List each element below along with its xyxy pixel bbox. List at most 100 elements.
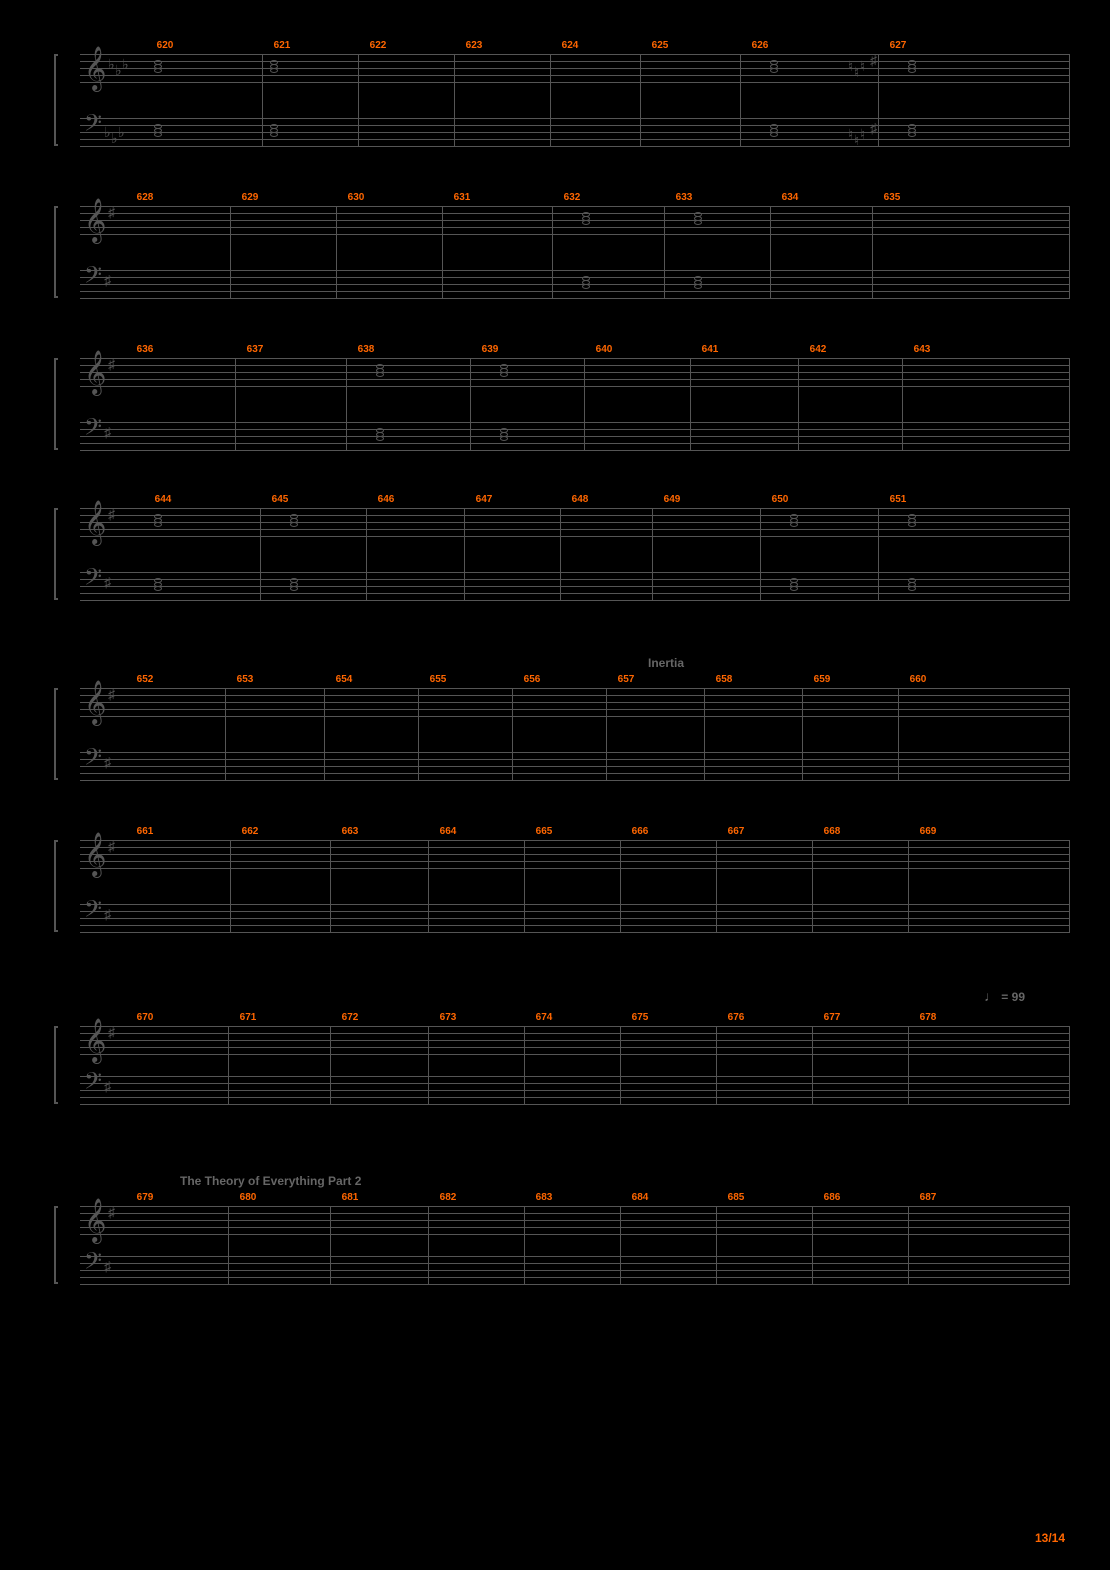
measure-number: 685 — [728, 1192, 745, 1203]
barline — [428, 840, 429, 932]
barline — [606, 688, 607, 780]
measure-number: 623 — [466, 40, 483, 51]
barline — [740, 54, 741, 146]
sharp-accidental: ♯ — [870, 120, 877, 136]
measure-number: 682 — [440, 1192, 457, 1203]
measure-number: 634 — [782, 192, 799, 203]
measure-number: 627 — [890, 40, 907, 51]
measure-number: 679 — [137, 1192, 154, 1203]
tempo-marking: ♩ = 99 — [984, 988, 1025, 1004]
sharp-accidental: ♯ — [104, 272, 111, 288]
measure-number: 651 — [890, 494, 907, 505]
measure-number: 620 — [157, 40, 174, 51]
sharp-accidental: ♯ — [104, 574, 111, 590]
whole-note-chord — [376, 428, 384, 440]
whole-note-chord — [500, 364, 508, 376]
sharp-accidental: ♯ — [870, 52, 877, 68]
bass-clef: 𝄢 — [84, 566, 102, 594]
barline — [1069, 1206, 1070, 1284]
bass-staff: 𝄢♭♭♭ — [80, 118, 1070, 146]
barline — [1069, 206, 1070, 298]
measure-number: 660 — [910, 674, 927, 685]
bass-staff: 𝄢♯ — [80, 422, 1070, 450]
natural-accidental: ♮ — [860, 58, 865, 75]
measure-number: 676 — [728, 1012, 745, 1023]
measure-number: 673 — [440, 1012, 457, 1023]
barline — [346, 358, 347, 450]
barline — [524, 1206, 525, 1284]
treble-staff: 𝄞♯ — [80, 508, 1070, 536]
barline — [1069, 688, 1070, 780]
measure-number: 644 — [155, 494, 172, 505]
treble-staff: 𝄞♭♭♭ — [80, 54, 1070, 82]
system-bracket — [54, 508, 58, 600]
barline — [464, 508, 465, 600]
barline — [260, 508, 261, 600]
barline — [716, 1026, 717, 1104]
bass-clef: 𝄢 — [84, 898, 102, 926]
measure-number: 666 — [632, 826, 649, 837]
measure-number: 664 — [440, 826, 457, 837]
barline — [898, 688, 899, 780]
barline — [428, 1026, 429, 1104]
measure-number: 672 — [342, 1012, 359, 1023]
measure-number: 681 — [342, 1192, 359, 1203]
measure-number: 648 — [572, 494, 589, 505]
barline — [690, 358, 691, 450]
bass-clef: 𝄢 — [84, 746, 102, 774]
measure-number: 628 — [137, 192, 154, 203]
barline — [584, 358, 585, 450]
flat-accidental: ♭ — [108, 56, 115, 73]
barline — [1069, 508, 1070, 600]
barline — [812, 1206, 813, 1284]
flat-accidental: ♭ — [122, 56, 129, 73]
barline — [878, 54, 879, 146]
bass-clef: 𝄢 — [84, 1250, 102, 1278]
sharp-accidental: ♯ — [104, 424, 111, 440]
measure-number: 640 — [596, 344, 613, 355]
whole-note-chord — [154, 514, 162, 526]
bass-clef: 𝄢 — [84, 264, 102, 292]
system-bracket — [54, 1206, 58, 1284]
treble-clef: 𝄞 — [84, 354, 106, 392]
measure-number: 637 — [247, 344, 264, 355]
measure-number: 680 — [240, 1192, 257, 1203]
barline — [902, 358, 903, 450]
system-bracket — [54, 358, 58, 450]
barline — [1069, 1026, 1070, 1104]
natural-accidental: ♮ — [848, 58, 853, 75]
measure-number: 643 — [914, 344, 931, 355]
natural-accidental: ♮ — [854, 64, 859, 81]
barline — [230, 206, 231, 298]
barline — [330, 1206, 331, 1284]
barline — [336, 206, 337, 298]
barline — [652, 508, 653, 600]
measure-number: 632 — [564, 192, 581, 203]
sharp-accidental: ♯ — [104, 754, 111, 770]
measure-number: 624 — [562, 40, 579, 51]
bass-staff: 𝄢♯ — [80, 904, 1070, 932]
measure-number: 678 — [920, 1012, 937, 1023]
treble-clef: 𝄞 — [84, 684, 106, 722]
treble-staff: 𝄞♯ — [80, 840, 1070, 868]
measure-number: 629 — [242, 192, 259, 203]
system-bracket — [54, 54, 58, 146]
measure-number: 641 — [702, 344, 719, 355]
whole-note-chord — [908, 124, 916, 136]
measure-number: 639 — [482, 344, 499, 355]
measure-number: 662 — [242, 826, 259, 837]
measure-number: 658 — [716, 674, 733, 685]
barline — [552, 206, 553, 298]
barline — [798, 358, 799, 450]
whole-note-chord — [790, 514, 798, 526]
natural-accidental: ♮ — [848, 126, 853, 143]
barline — [802, 688, 803, 780]
measure-number: 669 — [920, 826, 937, 837]
whole-note-chord — [582, 212, 590, 224]
barline — [235, 358, 236, 450]
bass-staff: 𝄢♯ — [80, 752, 1070, 780]
barline — [418, 688, 419, 780]
barline — [716, 840, 717, 932]
natural-accidental: ♮ — [860, 126, 865, 143]
system-bracket — [54, 840, 58, 932]
